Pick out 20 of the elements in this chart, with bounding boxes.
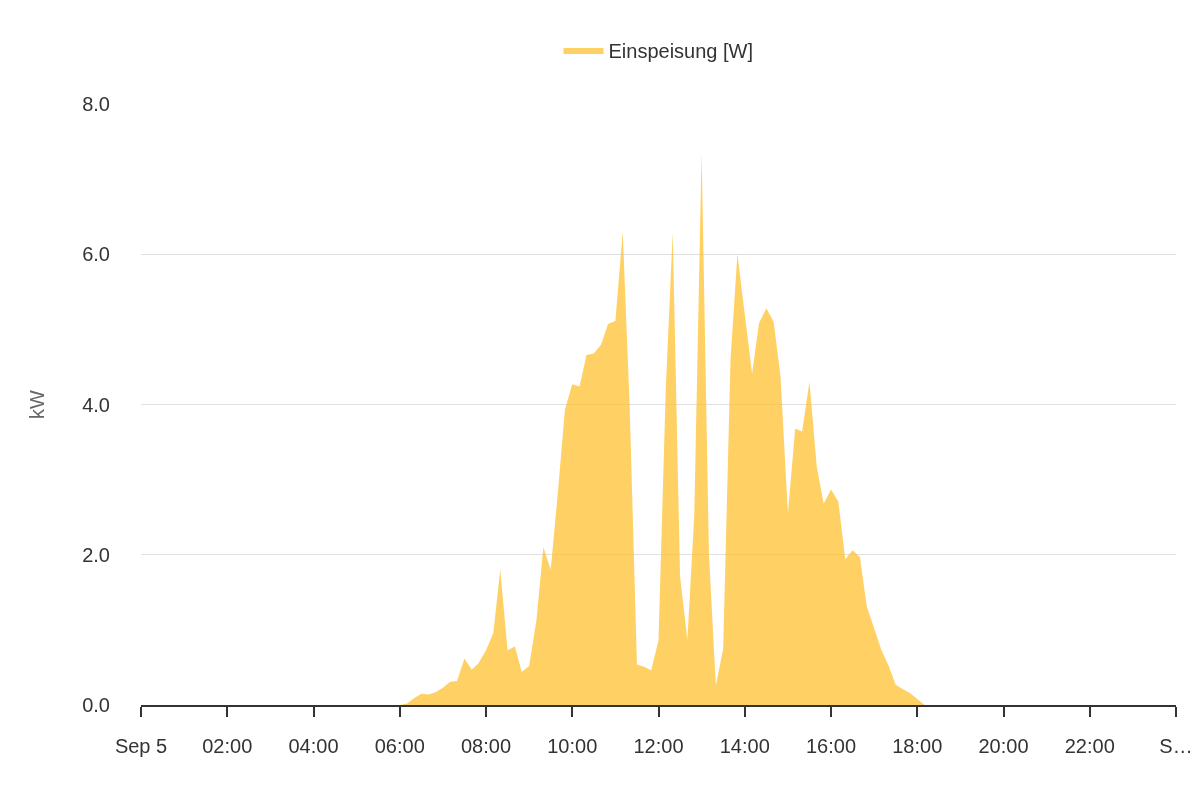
y-tick-label: 8.0 xyxy=(82,93,110,115)
y-tick-label: 6.0 xyxy=(82,243,110,266)
x-tick-label: 16:00 xyxy=(805,735,857,757)
y-axis-title: kW xyxy=(25,389,48,419)
x-tick-label: Sep 5 xyxy=(114,735,168,757)
x-tick-label: S… xyxy=(1159,735,1193,757)
y-tick-label: 0.0 xyxy=(82,694,110,716)
x-tick-label: 10:00 xyxy=(547,735,598,757)
y-tick-label: 2.0 xyxy=(82,543,110,566)
x-tick-label: 08:00 xyxy=(460,735,512,757)
x-tick-label: 02:00 xyxy=(202,735,253,757)
y-tick-label: 4.0 xyxy=(82,393,110,416)
x-tick-label: 06:00 xyxy=(374,735,425,757)
x-tick-label: 04:00 xyxy=(288,735,339,757)
x-tick-label: 22:00 xyxy=(1064,735,1115,757)
x-tick-label: 18:00 xyxy=(892,735,943,757)
x-tick-label: 14:00 xyxy=(719,735,770,757)
x-tick-label: 20:00 xyxy=(978,735,1029,757)
x-tick-label: 12:00 xyxy=(633,735,684,757)
legend-label: Einspeisung [W] xyxy=(608,39,754,62)
